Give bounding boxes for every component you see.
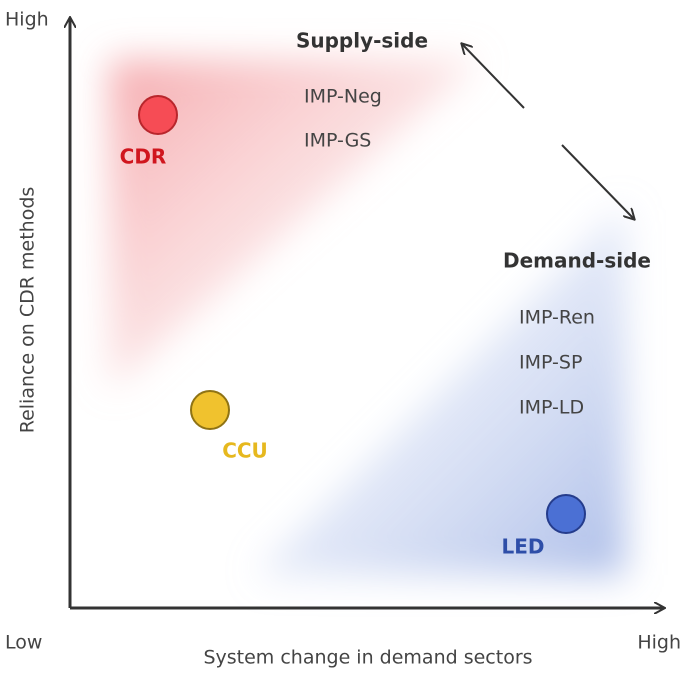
node-label: LED bbox=[501, 535, 544, 559]
arrow bbox=[462, 44, 525, 109]
group-item: IMP-Ren bbox=[519, 307, 595, 329]
x-axis-title: System change in demand sectors bbox=[203, 647, 532, 669]
group-title: Demand-side bbox=[503, 249, 651, 273]
demand-region bbox=[255, 205, 625, 575]
group-item: IMP-LD bbox=[519, 397, 584, 419]
node-label: CCU bbox=[222, 439, 268, 463]
node-circle bbox=[190, 390, 230, 430]
group-item: IMP-SP bbox=[519, 352, 582, 374]
arrow bbox=[561, 144, 634, 219]
group-item: IMP-GS bbox=[304, 130, 371, 152]
y-high-label: High bbox=[5, 9, 49, 31]
group-title: Supply-side bbox=[296, 29, 428, 53]
supply-region bbox=[110, 60, 480, 390]
group-item: IMP-Neg bbox=[304, 86, 382, 108]
node-circle bbox=[138, 95, 178, 135]
x-high-label: High bbox=[637, 632, 681, 654]
y-axis-title: Reliance on CDR methods bbox=[17, 187, 39, 434]
node-circle bbox=[546, 494, 586, 534]
node-label: CDR bbox=[120, 145, 167, 169]
origin-label: Low bbox=[5, 632, 42, 654]
